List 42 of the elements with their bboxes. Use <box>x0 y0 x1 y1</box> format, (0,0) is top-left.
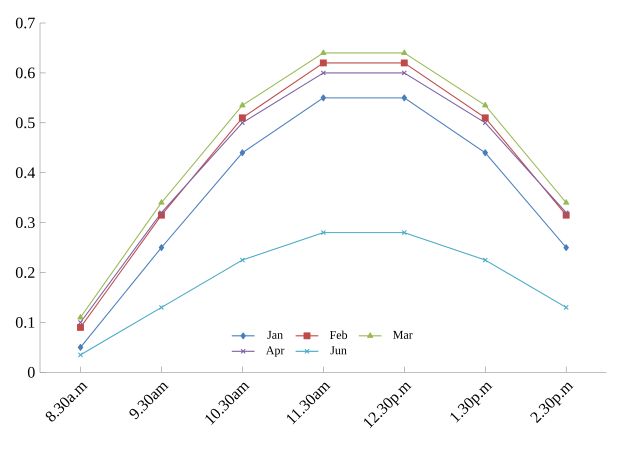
point <box>77 324 84 331</box>
point <box>158 304 164 310</box>
point <box>77 314 84 320</box>
legend-label: Jun <box>330 346 347 354</box>
point <box>402 94 408 102</box>
legend-label: Jan <box>267 330 283 339</box>
point <box>400 59 408 66</box>
y-tick-label: 0.6 <box>16 67 35 78</box>
point <box>320 49 326 55</box>
point <box>320 70 326 76</box>
point <box>402 70 407 76</box>
legend-label: Mar <box>393 330 413 339</box>
point <box>158 199 165 205</box>
point <box>158 244 164 252</box>
point <box>320 59 327 66</box>
point <box>78 344 84 351</box>
point <box>240 120 245 126</box>
point <box>240 149 246 156</box>
point <box>482 257 488 263</box>
point <box>240 257 245 263</box>
point <box>482 120 488 126</box>
point <box>401 49 408 55</box>
point <box>482 149 488 156</box>
legend-label: Feb <box>330 330 348 340</box>
point <box>563 199 570 205</box>
y-tick-label: 0.5 <box>16 117 35 128</box>
legend-label: Apr <box>266 346 284 357</box>
point <box>402 230 407 236</box>
point <box>320 230 326 236</box>
point <box>482 114 489 122</box>
point <box>158 210 164 216</box>
y-tick-label: 0.4 <box>16 167 36 178</box>
point <box>320 94 326 102</box>
y-tick-label: 0.2 <box>16 267 34 278</box>
point <box>482 102 488 108</box>
y-tick-label: 0.1 <box>16 316 34 328</box>
point <box>563 244 569 252</box>
y-tick-label: 0.7 <box>16 18 35 28</box>
y-tick-label: 0 <box>28 366 35 378</box>
point <box>239 102 246 108</box>
point <box>238 114 246 122</box>
y-tick-label: 0.3 <box>16 217 35 228</box>
